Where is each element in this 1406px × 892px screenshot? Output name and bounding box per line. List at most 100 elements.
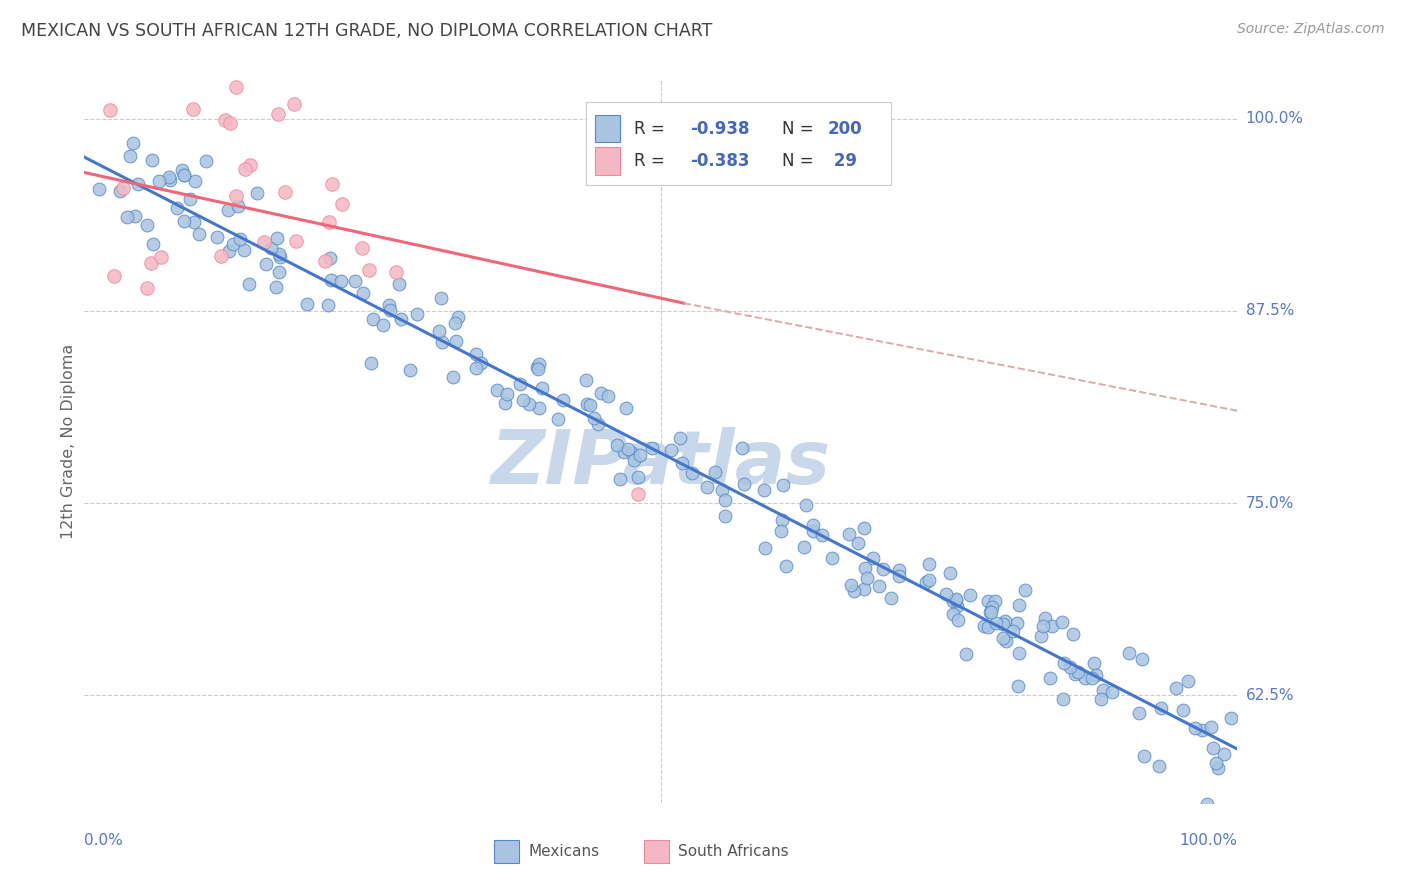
Point (352, 241, 374, 255)
Point (406, 307, 429, 321)
Point (222, 236, 245, 251)
Point (314, 254, 336, 268)
Point (239, 158, 262, 172)
Point (527, 357, 550, 371)
Point (623, 452, 645, 467)
Point (389, 312, 412, 326)
Point (316, 298, 339, 312)
Point (1005, 615, 1028, 630)
Point (918, 574, 941, 588)
Point (380, 303, 402, 318)
Point (318, 215, 340, 229)
Point (139, 256, 162, 270)
Point (1064, 667, 1087, 681)
Point (842, 584, 865, 599)
Point (127, 178, 149, 192)
Point (1164, 681, 1187, 695)
Text: MEXICAN VS SOUTH AFRICAN 12TH GRADE, NO DIPLOMA CORRELATION CHART: MEXICAN VS SOUTH AFRICAN 12TH GRADE, NO … (21, 22, 713, 40)
Point (218, 244, 240, 258)
Point (710, 483, 733, 497)
Point (668, 431, 690, 445)
Point (977, 593, 1000, 607)
Point (973, 618, 995, 632)
Point (273, 185, 295, 199)
Point (839, 578, 862, 592)
Point (945, 592, 967, 607)
Point (856, 571, 879, 585)
Point (517, 397, 540, 411)
Point (269, 246, 291, 260)
Point (238, 277, 260, 291)
Point (1090, 691, 1112, 706)
Point (945, 592, 967, 607)
Text: 200: 200 (828, 120, 863, 137)
Point (659, 442, 682, 457)
Point (218, 116, 240, 130)
Point (384, 265, 406, 279)
Point (979, 605, 1001, 619)
Point (616, 442, 638, 456)
Point (509, 377, 531, 392)
Point (117, 211, 139, 225)
Point (714, 508, 737, 523)
Point (853, 561, 876, 575)
Point (793, 541, 815, 555)
Point (1201, 720, 1223, 734)
Point (429, 292, 451, 306)
Point (770, 513, 793, 527)
Point (1220, 711, 1243, 725)
Point (1002, 624, 1025, 638)
Point (485, 383, 508, 397)
Point (432, 334, 454, 349)
Point (124, 210, 146, 224)
Point (330, 197, 353, 211)
Point (330, 274, 353, 288)
Text: Source: ZipAtlas.com: Source: ZipAtlas.com (1237, 22, 1385, 37)
Point (267, 265, 290, 279)
Point (862, 551, 884, 566)
FancyBboxPatch shape (644, 840, 669, 863)
Point (1059, 659, 1081, 673)
Point (733, 476, 755, 491)
Point (609, 472, 631, 486)
Point (285, 234, 308, 248)
Point (696, 480, 718, 494)
Point (1206, 761, 1229, 775)
Point (821, 550, 844, 565)
Point (173, 168, 195, 182)
Point (447, 310, 470, 324)
Point (579, 399, 602, 413)
FancyBboxPatch shape (494, 840, 519, 863)
Point (553, 392, 575, 407)
Point (1147, 759, 1170, 773)
Point (887, 563, 910, 577)
Point (671, 456, 693, 470)
Text: 75.0%: 75.0% (1246, 496, 1294, 510)
Point (977, 620, 1000, 634)
Point (229, 232, 252, 246)
Point (731, 441, 754, 455)
Point (620, 445, 643, 459)
Point (627, 470, 650, 484)
Point (1014, 583, 1036, 598)
Point (98, 103, 121, 117)
Point (136, 218, 159, 232)
Point (955, 647, 977, 661)
Point (87, 181, 110, 195)
Point (135, 281, 157, 295)
Text: South Africans: South Africans (678, 845, 789, 859)
Point (260, 241, 283, 255)
Point (170, 163, 193, 178)
Point (1101, 685, 1123, 699)
Text: Mexicans: Mexicans (529, 845, 599, 859)
Point (343, 274, 366, 288)
Text: R =: R = (634, 120, 671, 137)
Text: 0.0%: 0.0% (84, 833, 124, 848)
Point (942, 594, 965, 608)
Point (583, 411, 606, 425)
Text: 100.0%: 100.0% (1180, 833, 1237, 848)
Text: N =: N = (782, 120, 818, 137)
Point (1133, 748, 1156, 763)
Point (319, 252, 342, 266)
Point (1195, 797, 1218, 811)
